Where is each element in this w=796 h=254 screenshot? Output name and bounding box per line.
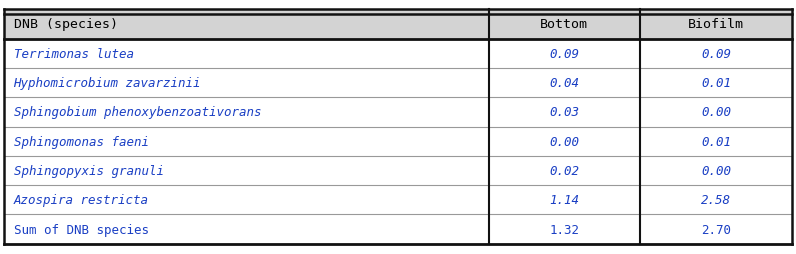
Text: 0.09: 0.09 [701,47,731,60]
Text: Azospira restricta: Azospira restricta [14,194,149,207]
Text: Sphingopyxis granuli: Sphingopyxis granuli [14,164,163,177]
Text: DNB (species): DNB (species) [14,18,118,31]
Text: 1.32: 1.32 [549,223,579,236]
Text: Biofilm: Biofilm [688,18,744,31]
Text: Sphingomonas faeni: Sphingomonas faeni [14,135,149,148]
Text: 1.14: 1.14 [549,194,579,207]
Text: Bottom: Bottom [540,18,588,31]
Text: 2.70: 2.70 [701,223,731,236]
Text: 0.01: 0.01 [701,77,731,90]
Text: Hyphomicrobium zavarzinii: Hyphomicrobium zavarzinii [14,77,201,90]
Text: 0.02: 0.02 [549,164,579,177]
Text: Terrimonas lutea: Terrimonas lutea [14,47,134,60]
Text: 2.58: 2.58 [701,194,731,207]
Bar [4,10,792,39]
Text: 0.00: 0.00 [701,106,731,119]
Text: 0.00: 0.00 [701,164,731,177]
Text: 0.00: 0.00 [549,135,579,148]
Text: Sphingobium phenoxybenzoativorans: Sphingobium phenoxybenzoativorans [14,106,261,119]
Text: 0.01: 0.01 [701,135,731,148]
Text: 0.03: 0.03 [549,106,579,119]
Text: Sum of DNB species: Sum of DNB species [14,223,149,236]
Text: 0.04: 0.04 [549,77,579,90]
Text: 0.09: 0.09 [549,47,579,60]
